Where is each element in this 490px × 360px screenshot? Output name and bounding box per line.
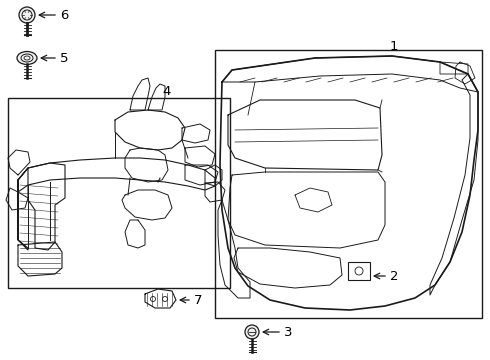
Circle shape xyxy=(19,7,35,23)
Bar xyxy=(215,50,482,318)
Text: 7: 7 xyxy=(194,293,202,306)
Bar xyxy=(8,98,230,288)
Circle shape xyxy=(245,325,259,339)
Text: 1: 1 xyxy=(390,40,398,53)
Text: 6: 6 xyxy=(60,9,69,22)
Text: 3: 3 xyxy=(284,325,293,338)
Ellipse shape xyxy=(17,51,37,64)
Text: 5: 5 xyxy=(60,51,69,64)
Bar xyxy=(348,262,370,280)
Text: 4: 4 xyxy=(162,85,171,98)
Text: 2: 2 xyxy=(390,270,398,283)
